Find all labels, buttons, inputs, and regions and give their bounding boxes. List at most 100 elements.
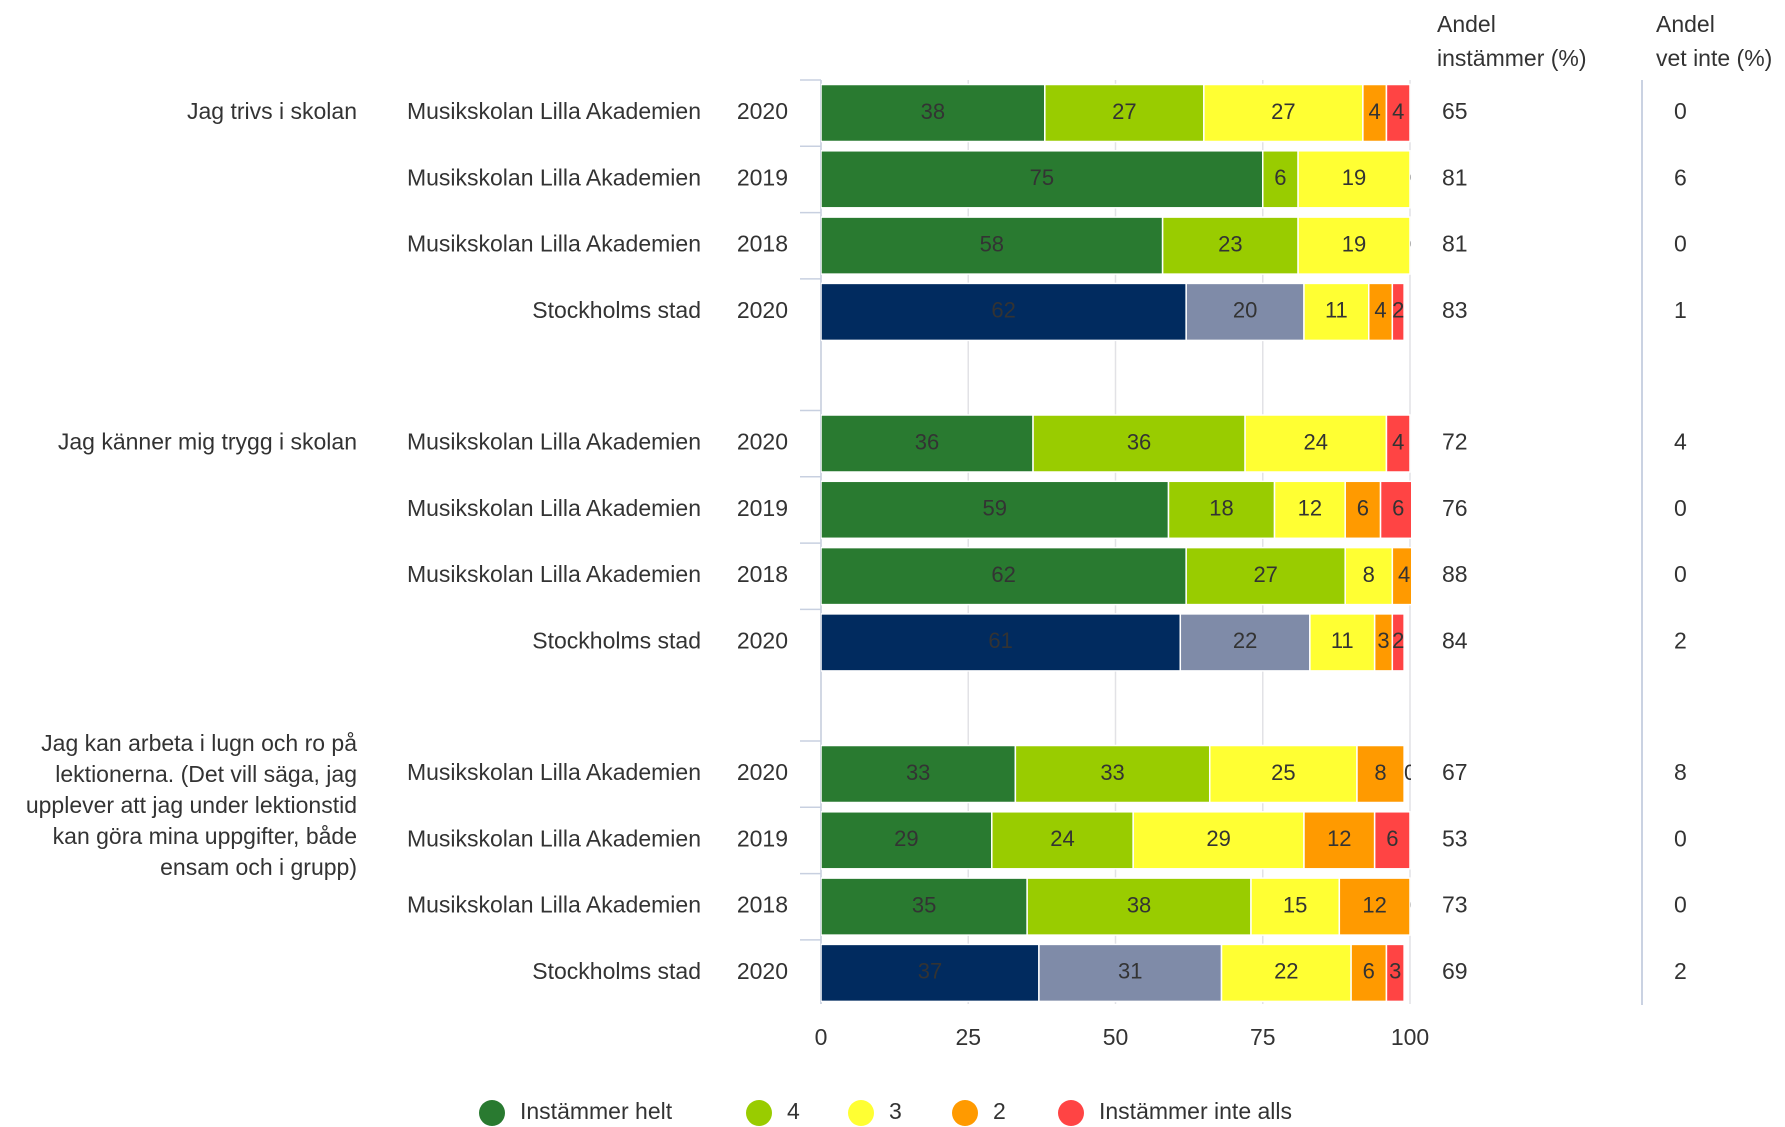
dont-know-value: 0 (1674, 892, 1687, 918)
bar-segment (1014, 744, 1211, 804)
segment-label: 75 (1030, 165, 1054, 190)
bar-segment (1379, 480, 1411, 540)
segment-label: 0 (1410, 892, 1422, 917)
bar-segment (1026, 877, 1252, 936)
x-tick-label: 75 (1250, 1024, 1276, 1050)
segment-label: 11 (1331, 628, 1354, 653)
segment-label: 29 (894, 826, 918, 851)
x-tick-label: 50 (1103, 1024, 1129, 1050)
segment-label: 24 (1304, 429, 1328, 454)
segment-label: 11 (1325, 298, 1348, 323)
row-label: Musikskolan Lilla Akademien (407, 759, 701, 785)
bar-segment (1373, 811, 1411, 870)
year-label: 2020 (737, 759, 788, 785)
dont-know-value: 2 (1674, 958, 1687, 984)
segment-label: 22 (1274, 959, 1298, 984)
bar-segment (1203, 83, 1364, 143)
bar-segment (1344, 480, 1382, 540)
row-label: Musikskolan Lilla Akademien (407, 231, 701, 257)
question: Jag trivs i skolan (187, 98, 357, 124)
segment-label: 29 (1206, 826, 1230, 851)
segment-label: 38 (921, 99, 945, 124)
segment-label: 31 (1118, 959, 1142, 984)
year-label: 2020 (737, 958, 788, 984)
dont-know-value: 4 (1674, 429, 1687, 455)
bar-segment (821, 216, 1164, 275)
segment-label: 4 (1392, 99, 1404, 124)
x-tick-label: 25 (955, 1024, 981, 1050)
bar-segment (821, 943, 1040, 1003)
year-label: 2018 (737, 231, 788, 257)
segment-label: 38 (1127, 892, 1151, 917)
bar-segment (1385, 943, 1405, 1003)
bar-segment (991, 811, 1134, 870)
segment-label: 8 (1363, 562, 1375, 587)
year-label: 2018 (737, 561, 788, 587)
segment-label: 12 (1298, 496, 1322, 521)
segment-label: 58 (980, 231, 1004, 256)
segment-label: 4 (1369, 99, 1381, 124)
year-label: 2020 (737, 297, 788, 323)
segment-label: 27 (1112, 99, 1136, 124)
segment-label: 3 (1389, 959, 1401, 984)
segment-label: 0 (1410, 231, 1422, 256)
bar-segment (1244, 414, 1388, 473)
segment-label: 2 (1392, 628, 1404, 653)
year-label: 2019 (737, 495, 788, 521)
year-label: 2020 (737, 627, 788, 653)
year-label: 2018 (737, 892, 788, 918)
bar-segment (1185, 282, 1305, 342)
bar-segment (1356, 744, 1405, 804)
agree-value: 81 (1442, 231, 1468, 257)
bar-segment (1391, 282, 1405, 342)
legend-label: 4 (787, 1098, 800, 1124)
agree-value: 53 (1442, 825, 1468, 851)
dont-know-value: 0 (1674, 561, 1687, 587)
dont-know-value: 0 (1674, 98, 1687, 124)
segment-label: 0 (1410, 165, 1422, 190)
segment-label: 12 (1362, 892, 1386, 917)
segment-label: 4 (1392, 429, 1404, 454)
segment-label: 15 (1283, 892, 1307, 917)
dont-know-value: 2 (1674, 627, 1687, 653)
segment-label: 37 (918, 959, 942, 984)
bar-segment (1297, 216, 1411, 275)
agree-value: 72 (1442, 429, 1468, 455)
agree-value: 81 (1442, 164, 1468, 190)
row-label: Musikskolan Lilla Akademien (407, 825, 701, 851)
segment-label: 27 (1271, 99, 1295, 124)
bar-segment (1250, 877, 1341, 936)
bar-segment (821, 613, 1182, 672)
bar-segment (1303, 282, 1370, 342)
segment-label: 33 (906, 760, 930, 785)
row-label: Musikskolan Lilla Akademien (407, 164, 701, 190)
bar-segment (821, 282, 1187, 342)
legend-marker (479, 1100, 505, 1126)
column-header: Andel (1437, 11, 1496, 37)
x-tick-label: 100 (1391, 1024, 1429, 1050)
dont-know-value: 1 (1674, 297, 1687, 323)
agree-value: 65 (1442, 98, 1468, 124)
row-label: Stockholms stad (532, 627, 701, 653)
bar-segment (821, 546, 1187, 606)
legend-marker (1058, 1100, 1084, 1126)
legend-marker (952, 1100, 978, 1126)
row-label: Musikskolan Lilla Akademien (407, 429, 701, 455)
bar-segment (1132, 811, 1305, 870)
segment-label: 33 (1100, 760, 1124, 785)
segment-label: 6 (1274, 165, 1286, 190)
row-label: Musikskolan Lilla Akademien (407, 561, 701, 587)
segment-label: 23 (1218, 231, 1242, 256)
x-tick-label: 0 (815, 1024, 828, 1050)
legend-label: Instämmer inte alls (1099, 1098, 1292, 1124)
bar-segment (1350, 943, 1388, 1003)
segment-label: 62 (991, 562, 1015, 587)
bar-segment (1032, 414, 1246, 473)
legend-label: 3 (889, 1098, 902, 1124)
segment-label: 35 (912, 892, 936, 917)
bar-segment (1185, 546, 1346, 606)
bar-segment (1297, 150, 1411, 209)
row-label: Stockholms stad (532, 297, 701, 323)
segment-label: 4 (1398, 562, 1410, 587)
segment-label: 22 (1233, 628, 1257, 653)
